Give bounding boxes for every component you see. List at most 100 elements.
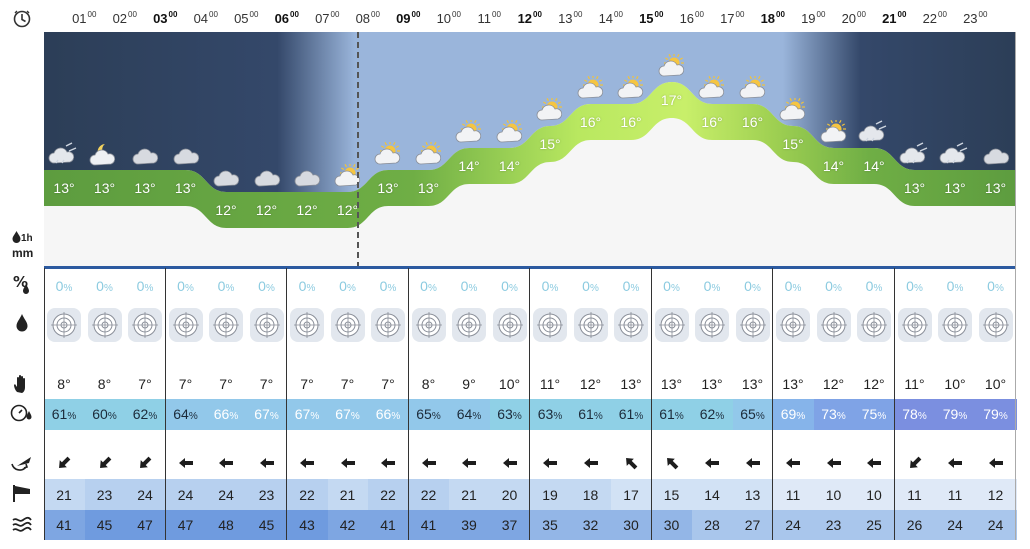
- probability-unit: %: [468, 283, 478, 294]
- humidity-number: 75: [861, 406, 878, 422]
- wind-gust-value: 41: [56, 517, 72, 533]
- hour-value: 06: [274, 11, 290, 26]
- probability-number: 0: [217, 278, 226, 294]
- rain-radar-button[interactable]: [857, 308, 892, 342]
- probability-number: 0: [541, 278, 550, 294]
- wind-direction-arrow: [895, 456, 935, 470]
- feels-like-value: 12°: [863, 376, 885, 392]
- humidity-unit: %: [310, 411, 320, 422]
- probability-unit: %: [751, 283, 761, 294]
- night-partly-cloudy-rain-icon: [48, 142, 80, 166]
- wind-speed-cell-bg: [408, 479, 450, 510]
- wind-gust-value: 32: [582, 517, 599, 533]
- rain-radar-button[interactable]: [168, 308, 203, 342]
- wind-direction-arrow: [976, 456, 1016, 470]
- humidity-value: 66%: [368, 406, 408, 422]
- wind-speed-value: 10: [866, 487, 882, 503]
- rain-radar-button[interactable]: [938, 308, 973, 342]
- humidity-number: 66: [375, 406, 392, 422]
- humidity-number: 61: [578, 406, 594, 422]
- hour-value: 17: [720, 11, 735, 26]
- radar-target-icon: [942, 312, 969, 338]
- humidity-value: 65%: [733, 406, 773, 422]
- rain-radar-button[interactable]: [573, 308, 608, 342]
- humidity-unit: %: [715, 411, 725, 422]
- rain-radar-button[interactable]: [87, 308, 122, 342]
- humidity-unit: %: [350, 411, 360, 422]
- minute-value: 00: [776, 10, 785, 19]
- hour-value: 05: [234, 11, 249, 26]
- precip-probability-value: 0%: [611, 278, 651, 294]
- rain-radar-button[interactable]: [695, 308, 730, 342]
- rain-radar-button[interactable]: [492, 308, 527, 342]
- night-partly-cloudy-icon: [89, 142, 121, 166]
- wind-gust-cell-bg: [813, 510, 855, 540]
- rain-radar-button[interactable]: [452, 308, 487, 342]
- wind-speed-value: 11: [907, 487, 922, 503]
- temperature-value: 17°: [660, 92, 683, 108]
- rain-radar-button[interactable]: [735, 308, 770, 342]
- humidity-number: 63: [497, 406, 513, 422]
- wind-direction-icon: [0, 452, 44, 477]
- rain-radar-button[interactable]: [654, 308, 689, 342]
- partly-cloudy-icon: [777, 97, 809, 122]
- probability-unit: %: [265, 283, 275, 294]
- column-divider: [650, 268, 652, 540]
- rain-radar-button[interactable]: [47, 308, 82, 342]
- rain-radar-button[interactable]: [371, 308, 406, 342]
- humidity-number: 62: [699, 406, 716, 422]
- wind-direction-arrow: [328, 456, 368, 470]
- rain-radar-button[interactable]: [128, 308, 163, 342]
- wind-gust-cell-bg: [935, 510, 977, 540]
- rain-radar-button[interactable]: [209, 308, 244, 342]
- minute-value: 00: [897, 10, 907, 19]
- wind-speed-value: 24: [177, 487, 194, 503]
- hour-label: 0400: [186, 10, 226, 26]
- temperature-value: 14°: [822, 158, 845, 174]
- hour-label: 2000: [834, 10, 874, 26]
- precip-probability-value: 0%: [773, 278, 813, 294]
- rain-radar-button[interactable]: [330, 308, 365, 342]
- wind-gust-cell-bg: [287, 510, 329, 540]
- partly-cloudy-icon: [372, 141, 404, 166]
- probability-unit: %: [589, 283, 599, 294]
- rain-radar-button[interactable]: [533, 308, 568, 342]
- feels-like-value: 13°: [741, 376, 764, 392]
- minute-value: 00: [290, 10, 299, 19]
- partly-cloudy-icon: [615, 75, 647, 100]
- partly-cloudy-icon: [494, 119, 526, 144]
- humidity-cell-bg: [611, 399, 653, 430]
- radar-target-icon: [739, 312, 766, 338]
- column-divider: [164, 268, 166, 540]
- rain-radar-button[interactable]: [897, 308, 932, 342]
- wind-speed-value: 11: [785, 487, 801, 503]
- radar-target-icon: [537, 312, 564, 338]
- minute-value: 00: [452, 10, 461, 19]
- rain-radar-button[interactable]: [776, 308, 811, 342]
- wind-direction-arrow: [854, 456, 894, 470]
- humidity-cell-bg: [84, 399, 126, 430]
- humidity-cell-bg: [530, 399, 572, 430]
- humidity-unit: %: [593, 411, 603, 422]
- temperature-value: 13°: [53, 180, 75, 196]
- rain-radar-button[interactable]: [249, 308, 284, 342]
- rain-radar-button[interactable]: [290, 308, 325, 342]
- wind-gust-cell-bg: [611, 510, 653, 540]
- wind-speed-cell-bg: [813, 479, 855, 510]
- wind-gust-value: 27: [744, 517, 761, 533]
- radar-target-icon: [132, 312, 159, 338]
- radar-target-icon: [253, 312, 280, 338]
- wind-gust-cell-bg: [854, 510, 896, 540]
- wind-gust-value: 47: [177, 517, 194, 533]
- hour-label: 1500: [631, 10, 671, 26]
- rain-radar-button[interactable]: [978, 308, 1013, 342]
- temperature-value: 16°: [701, 114, 723, 130]
- precip-probability-value: 0%: [247, 278, 287, 294]
- humidity-value: 64%: [166, 406, 206, 422]
- rain-radar-button[interactable]: [614, 308, 649, 342]
- humidity-unit: %: [877, 411, 887, 422]
- wind-speed-value: 10: [825, 487, 842, 503]
- night-partly-cloudy-rain-icon: [939, 142, 971, 166]
- rain-radar-button[interactable]: [816, 308, 851, 342]
- rain-radar-button[interactable]: [411, 308, 446, 342]
